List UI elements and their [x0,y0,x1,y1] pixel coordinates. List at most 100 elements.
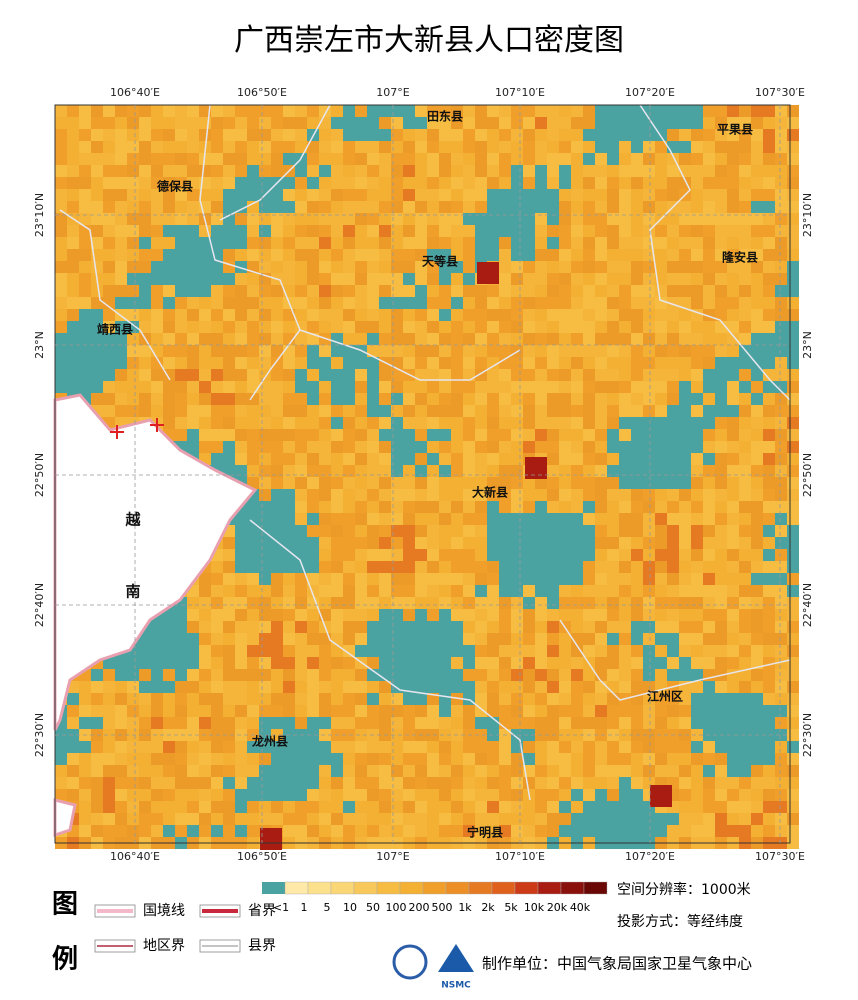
pixel [367,333,379,345]
pixel [199,633,211,645]
pixel [427,297,439,309]
pixel [619,321,631,333]
pixel [235,465,247,477]
pixel [223,249,235,261]
pixel [679,813,691,825]
pixel [463,801,475,813]
pixel [499,621,511,633]
pixel [199,333,211,345]
pixel [487,477,499,489]
pixel [223,105,235,117]
pixel [667,309,679,321]
pixel [199,609,211,621]
pixel [751,345,763,357]
pixel [103,405,115,417]
pixel [367,441,379,453]
pixel [619,489,631,501]
pixel [607,249,619,261]
pixel [463,669,475,681]
pixel [607,645,619,657]
pixel [247,309,259,321]
pixel [91,309,103,321]
pixel [643,585,655,597]
pixel [295,165,307,177]
pixel [691,669,703,681]
pixel [691,189,703,201]
pixel [355,609,367,621]
pixel [319,261,331,273]
pixel [259,753,271,765]
pixel [139,297,151,309]
pixel [739,189,751,201]
pixel [679,153,691,165]
pixel [643,129,655,141]
pixel [343,825,355,837]
pixel [763,453,775,465]
pixel [139,165,151,177]
pixel [439,357,451,369]
pixel [751,405,763,417]
pixel [523,177,535,189]
pixel [235,585,247,597]
pixel [715,105,727,117]
pixel [499,297,511,309]
pixel [571,225,583,237]
pixel [199,273,211,285]
pixel [583,621,595,633]
legend-label: 省界 [248,903,276,919]
pixel [139,129,151,141]
pixel [247,393,259,405]
pixel [235,297,247,309]
pixel [691,705,703,717]
pixel [763,573,775,585]
pixel [775,477,787,489]
pixel [343,513,355,525]
pixel [163,309,175,321]
pixel [463,681,475,693]
pixel [115,369,127,381]
pixel [655,705,667,717]
pixel [571,369,583,381]
pixel [115,345,127,357]
pixel [367,705,379,717]
pixel [331,765,343,777]
pixel [451,417,463,429]
pixel [79,237,91,249]
pixel [283,225,295,237]
pixel [487,633,499,645]
pixel [415,609,427,621]
pixel [499,645,511,657]
pixel [199,417,211,429]
pixel [631,117,643,129]
pixel [283,669,295,681]
pixel [619,825,631,837]
pixel [679,417,691,429]
county-border [249,519,531,801]
pixel [679,693,691,705]
place-label: 南 [125,583,140,601]
pixel [679,597,691,609]
pixel [451,561,463,573]
pixel [223,537,235,549]
pixel [763,561,775,573]
pixel [223,669,235,681]
pixel [175,213,187,225]
logo-cma [392,944,428,980]
pixel [175,393,187,405]
pixel [355,765,367,777]
pixel [787,657,799,669]
pixel [595,117,607,129]
pixel [787,129,799,141]
pixel [223,189,235,201]
pixel [631,801,643,813]
pixel [127,405,139,417]
pixel [187,717,199,729]
pixel [643,189,655,201]
pixel [247,789,259,801]
pixel [739,501,751,513]
pixel [151,117,163,129]
pixel [535,513,547,525]
pixel [55,249,67,261]
pixel [703,357,715,369]
pixel [115,117,127,129]
